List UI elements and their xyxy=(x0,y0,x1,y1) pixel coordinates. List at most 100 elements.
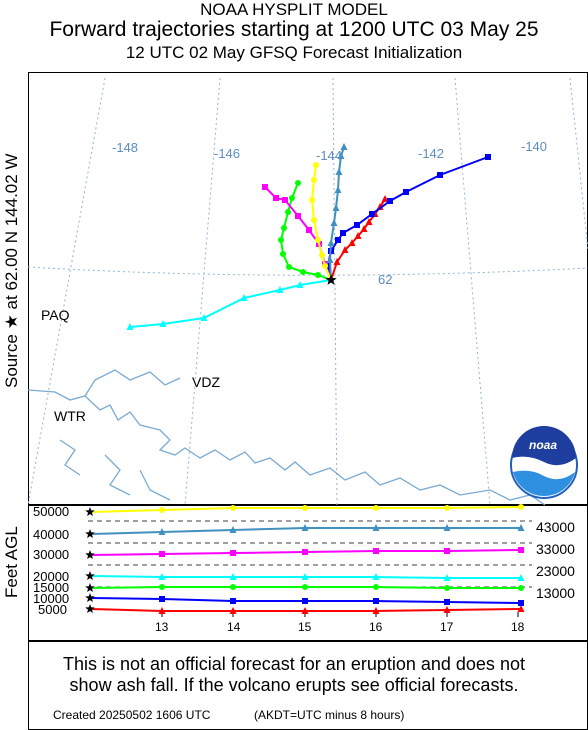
y-tick-5000: 5000 xyxy=(38,602,67,617)
map-trajectory-green-marker xyxy=(281,225,287,231)
timezone-note: (AKDT=UTC minus 8 hours) xyxy=(254,708,405,722)
right-label-33000: 33000 xyxy=(536,541,575,557)
map-trajectory-steelblue-marker xyxy=(337,152,345,159)
map-trajectory-yellow-marker xyxy=(311,217,317,223)
map-trajectory-yellow-marker xyxy=(319,252,325,258)
altitude-trace-cyan xyxy=(90,573,525,581)
coastline xyxy=(27,389,546,506)
y-tick-40000: 40000 xyxy=(33,527,70,542)
created-timestamp: Created 20250502 1606 UTC xyxy=(53,708,211,722)
source-star-icon xyxy=(325,274,337,285)
map-trajectory-red-marker xyxy=(360,225,368,232)
altitude-trace-red-marker xyxy=(372,607,380,614)
altitude-trace-cyan-marker xyxy=(372,573,380,580)
map-trajectory-green-marker xyxy=(280,251,286,257)
lon-label-142: -142 xyxy=(418,146,445,161)
altitude-trace-green-marker xyxy=(518,585,524,591)
altitude-trace-magenta-marker xyxy=(302,549,308,555)
map-trajectory-blue-marker xyxy=(485,154,491,160)
map-trajectory-magenta-marker xyxy=(262,184,268,190)
altitude-trace-green-marker xyxy=(302,584,308,590)
altitude-trace-steelblue-marker xyxy=(301,524,309,531)
altitude-trace-steelblue-marker xyxy=(158,528,166,535)
map-trajectory-cyan-marker xyxy=(159,320,167,327)
altitude-trace-steelblue-marker xyxy=(372,524,380,531)
map-trajectory-magenta xyxy=(262,184,332,281)
map-trajectory-red-marker xyxy=(333,258,341,265)
map-trajectory-blue-line xyxy=(326,156,489,281)
altitude-source-star-icon xyxy=(85,593,95,602)
map-trajectory-cyan-marker xyxy=(200,314,208,321)
map-trajectory-green-marker xyxy=(295,180,301,186)
altitude-trace-yellow-marker xyxy=(518,504,524,510)
altitude-trace-yellow-marker xyxy=(373,505,379,511)
altitude-trace-steelblue-marker xyxy=(517,524,525,531)
x-tick-16: 16 xyxy=(369,620,383,634)
y-tick-30000: 30000 xyxy=(33,547,70,562)
map-trajectory-yellow-marker xyxy=(315,237,321,243)
map-trajectory-red-marker xyxy=(381,195,389,202)
lon-label-146: -146 xyxy=(214,146,241,161)
altitude-trace-blue-marker xyxy=(230,598,236,604)
lat-label-62: 62 xyxy=(378,272,393,287)
y-tick-50000: 50000 xyxy=(33,504,70,519)
map-trajectory-blue-marker xyxy=(340,230,346,236)
map-trajectory-blue xyxy=(325,154,491,281)
meridian-142 xyxy=(454,77,491,506)
meridian-144 xyxy=(332,77,338,506)
lon-label-140: -140 xyxy=(521,139,548,154)
altitude-source-star-icon xyxy=(85,571,95,580)
y-tick-10000: 10000 xyxy=(33,591,70,606)
place-paq: PAQ xyxy=(41,307,70,323)
altitude-trace-green-marker xyxy=(159,584,165,590)
map-trajectory-steelblue-marker xyxy=(332,204,340,211)
map-trajectory-green-marker xyxy=(286,264,292,270)
map-trajectory-yellow-marker xyxy=(313,162,319,168)
map-trajectory-blue-marker xyxy=(354,222,360,228)
altitude-trace-red-marker xyxy=(229,607,237,614)
x-tick-13: 13 xyxy=(155,620,169,634)
coastline-inlet xyxy=(84,369,181,397)
altitude-trace-yellow-marker xyxy=(159,507,165,513)
right-label-43000: 43000 xyxy=(536,519,575,535)
right-label-13000: 13000 xyxy=(536,585,575,601)
map-trajectory-green-marker xyxy=(285,209,291,215)
map-trajectory-green-marker xyxy=(315,272,321,278)
altitude-trace-steelblue xyxy=(90,524,525,535)
altitude-trace-yellow-marker xyxy=(444,505,450,511)
lon-label-148: -148 xyxy=(112,140,139,155)
noaa-logo-text: noaa xyxy=(529,438,558,452)
altitude-trace-magenta xyxy=(90,547,524,557)
x-tick-18: 18 xyxy=(511,620,525,634)
altitude-trace-yellow-marker xyxy=(230,505,236,511)
altitude-trace-blue-marker xyxy=(444,599,450,605)
forecast-init-title: 12 UTC 02 May GFSQ Forecast Initializati… xyxy=(125,43,463,62)
altitude-trace-steelblue-marker xyxy=(229,526,237,533)
map-trajectory-yellow-marker xyxy=(322,263,328,269)
altitude-trace-yellow-marker xyxy=(302,505,308,511)
disclaimer-text: This is not an official forecast for an … xyxy=(0,654,588,696)
altitude-trace-cyan-marker xyxy=(301,573,309,580)
altitude-source-star-icon xyxy=(85,507,95,516)
disclaimer-line-2: show ash fall. If the volcano erupts see… xyxy=(69,675,519,695)
map-trajectory-blue-marker xyxy=(437,172,443,178)
map-trajectory-cyan-marker xyxy=(296,281,304,288)
map-trajectory-magenta-marker xyxy=(306,227,312,233)
map-trajectory-cyan-marker xyxy=(240,294,248,301)
altitude-trace-red-marker xyxy=(158,607,166,614)
map-trajectory-green-marker xyxy=(300,269,306,275)
map-trajectory-magenta-marker xyxy=(273,195,279,201)
y-tick-20000: 20000 xyxy=(33,569,70,584)
lon-label-144: -144 xyxy=(316,148,343,163)
noaa-logo xyxy=(510,426,578,499)
meridian-146 xyxy=(184,77,221,506)
altitude-trace-cyan-marker xyxy=(443,574,451,581)
map-trajectory-steelblue-marker xyxy=(327,239,335,246)
altitude-trace-green-marker xyxy=(230,584,236,590)
altitude-trace-magenta-marker xyxy=(159,551,165,557)
run-title: Forward trajectories starting at 1200 UT… xyxy=(49,18,539,41)
meridian-148 xyxy=(27,77,106,506)
right-label-23000: 23000 xyxy=(536,563,575,579)
